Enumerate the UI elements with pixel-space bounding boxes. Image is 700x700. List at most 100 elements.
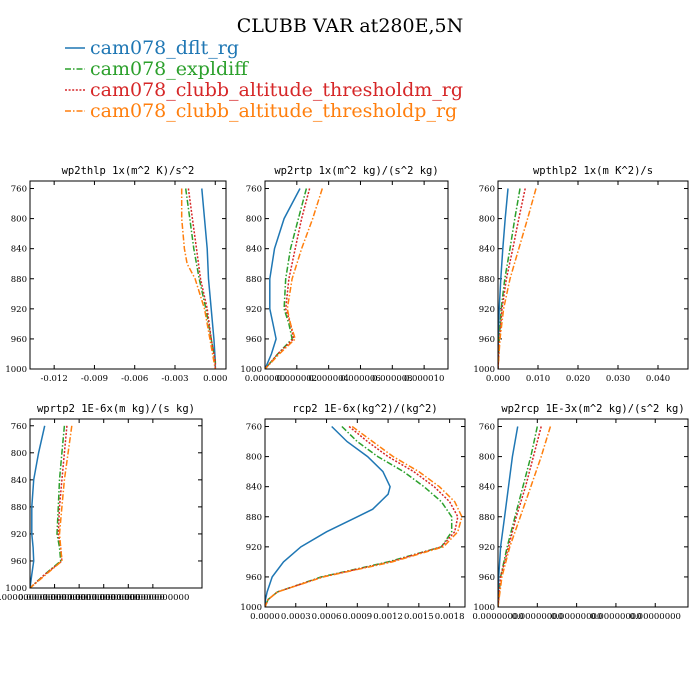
x-tick-label: 0.0015 — [404, 612, 434, 622]
series-line-3 — [498, 188, 526, 369]
series-line-3 — [498, 426, 542, 607]
panel-6: wp2rcp 1E-3x(m^2 kg)/(s^2 kg) 760 800 840 88… — [472, 403, 689, 622]
y-tick-label: 840 — [479, 245, 495, 255]
series-line-1 — [265, 425, 391, 607]
x-tick-label: 0.000000000000 — [18, 593, 91, 603]
y-tick-label: 800 — [11, 449, 27, 459]
plot-frame — [29, 180, 227, 370]
y-tick-label: 920 — [479, 543, 495, 553]
y-tick-label: 1000 — [240, 603, 262, 613]
x-tick-label: 0.030 — [606, 374, 630, 384]
x-tick-label: 0.000000000000 — [67, 593, 140, 603]
x-tick-label: 0.000004 — [308, 374, 349, 384]
series-line-4 — [498, 426, 552, 607]
y-tick-label: 800 — [246, 453, 262, 463]
x-tick-label: 0.000000000000 — [43, 593, 116, 603]
series-line-3 — [30, 425, 68, 588]
y-tick-label: 880 — [479, 513, 495, 523]
x-tick-label: 0.040 — [646, 374, 670, 384]
y-tick-label: 760 — [11, 185, 27, 195]
x-tick-label: 0.00000000 — [590, 612, 641, 622]
plot-frame — [264, 180, 449, 370]
panel-4: wprtp2 1E-6x(m kg)/(s kg) 760 800 840 880 920… — [0, 403, 203, 603]
panel-2: wp2rtp 1x(m^2 kg)/(s^2 kg) 760 800 840 880 92… — [240, 165, 449, 384]
y-tick-label: 1000 — [240, 365, 262, 375]
series-line-4 — [265, 188, 324, 369]
y-tick-label: 960 — [246, 573, 262, 583]
series-line-1 — [265, 188, 301, 369]
y-tick-label: 880 — [11, 275, 27, 285]
series-line-1 — [30, 425, 46, 588]
x-tick-label: 0.0018 — [435, 612, 465, 622]
x-tick-label: 0.0009 — [342, 612, 372, 622]
series-line-3 — [187, 188, 217, 369]
panel-title: wp2rcp 1E-3x(m^2 kg)/(s^2 kg) — [501, 403, 684, 415]
y-tick-label: 920 — [246, 543, 262, 553]
y-tick-label: 960 — [479, 335, 495, 345]
y-tick-label: 960 — [11, 557, 27, 567]
series-line-1 — [201, 188, 217, 369]
y-tick-label: 800 — [11, 215, 27, 225]
x-tick-label: 0.00000000 — [512, 612, 563, 622]
x-tick-label: 0.000000000000 — [0, 593, 67, 603]
series-line-2 — [184, 188, 217, 369]
series-line-1 — [498, 426, 519, 607]
series-line-3 — [265, 188, 311, 369]
panels: wp2thlp 1x(m^2 K)/s^2 760 800 840 880 920 960 1… — [0, 165, 689, 622]
y-tick-label: 960 — [11, 335, 27, 345]
y-tick-label: 1000 — [5, 584, 27, 594]
panel-title: rcp2 1E-6x(kg^2)/(kg^2) — [292, 403, 437, 415]
y-tick-label: 760 — [11, 422, 27, 432]
plot-frame — [497, 418, 689, 608]
panel-3: wpthlp2 1x(m K^2)/s 760 800 840 880 920 960 100… — [473, 165, 689, 384]
panel-1: wp2thlp 1x(m^2 K)/s^2 760 800 840 880 920 960 1… — [5, 165, 227, 384]
y-tick-label: 880 — [11, 503, 27, 513]
x-tick-label: 0.020 — [566, 374, 590, 384]
panel-title: wp2rtp 1x(m^2 kg)/(s^2 kg) — [274, 165, 438, 177]
y-tick-label: 840 — [11, 476, 27, 486]
y-tick-label: 840 — [246, 245, 262, 255]
x-tick-label: 0.000 — [486, 374, 510, 384]
y-tick-label: 760 — [479, 423, 495, 433]
x-tick-label: -0.006 — [121, 374, 148, 384]
y-tick-label: 1000 — [5, 365, 27, 375]
y-tick-label: 840 — [479, 483, 495, 493]
x-tick-label: 0.00000000 — [472, 612, 523, 622]
panel-5: rcp2 1E-6x(kg^2)/(kg^2) 760 800 840 880 920 96… — [240, 403, 466, 622]
y-tick-label: 800 — [246, 215, 262, 225]
y-tick-label: 1000 — [473, 365, 495, 375]
series-line-4 — [30, 425, 73, 588]
y-tick-label: 760 — [246, 185, 262, 195]
x-tick-label: 0.00000000 — [551, 612, 602, 622]
legend-label-1: cam078_dflt_rg — [90, 37, 239, 59]
y-tick-label: 800 — [479, 453, 495, 463]
plot-frame — [497, 180, 689, 370]
y-tick-label: 1000 — [473, 603, 495, 613]
legend-label-3: cam078_clubb_altitude_thresholdm_rg — [90, 79, 463, 101]
series-line-2 — [30, 425, 66, 588]
panel-title: wp2thlp 1x(m^2 K)/s^2 — [62, 165, 195, 177]
y-tick-label: 880 — [246, 275, 262, 285]
x-tick-label: 0.000000 — [245, 374, 286, 384]
x-tick-label: 0.000000000000 — [92, 593, 165, 603]
series-line-3 — [265, 425, 459, 607]
x-tick-label: 0.000002 — [277, 374, 318, 384]
panel-title: wpthlp2 1x(m K^2)/s — [533, 165, 653, 177]
x-tick-label: 0.00000000 — [630, 612, 681, 622]
y-tick-label: 840 — [11, 245, 27, 255]
series-line-4 — [180, 188, 217, 369]
x-tick-label: 0.010 — [526, 374, 550, 384]
y-tick-label: 920 — [11, 305, 27, 315]
x-tick-label: 0.000000000000 — [116, 593, 189, 603]
y-tick-label: 920 — [246, 305, 262, 315]
y-tick-label: 960 — [479, 573, 495, 583]
x-tick-label: 0.0012 — [373, 612, 403, 622]
series-line-4 — [265, 425, 463, 607]
x-tick-label: -0.009 — [81, 374, 108, 384]
plot-frame — [29, 418, 203, 589]
y-tick-label: 960 — [246, 335, 262, 345]
legend-label-2: cam078_expldiff — [90, 58, 249, 80]
x-tick-label: 0.000006 — [340, 374, 381, 384]
y-tick-label: 920 — [479, 305, 495, 315]
